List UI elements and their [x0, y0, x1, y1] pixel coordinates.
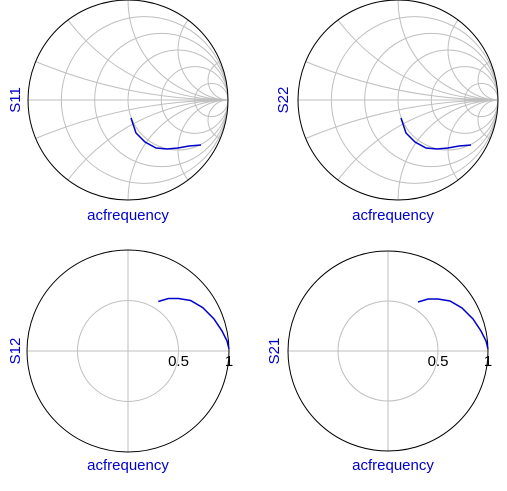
reactance-arc — [447, 99, 498, 200]
outer-circle — [27, 0, 229, 201]
reactance-arc — [177, 99, 228, 200]
x-axis-label-s21: acfrequency — [352, 457, 434, 474]
grid-s12 — [27, 250, 229, 452]
radial-tick-label: 1 — [225, 353, 233, 370]
grid-s21 — [288, 251, 488, 451]
reactance-arc — [207, 59, 228, 101]
x-axis-label-s12: acfrequency — [87, 457, 169, 474]
radial-tick-label: 0.5 — [428, 353, 449, 370]
outer-circle — [297, 0, 499, 201]
reactance-arc — [298, 99, 498, 200]
reactance-arc — [447, 0, 498, 101]
radial-ring — [337, 300, 439, 402]
resistance-circle — [160, 66, 228, 134]
resistance-circle — [464, 82, 498, 118]
resistance-circle — [364, 32, 498, 168]
trace-s21 — [417, 298, 489, 350]
reactance-arc — [28, 99, 228, 200]
radial-ring — [77, 300, 179, 402]
outer-circle — [26, 249, 230, 453]
x-axis-label-s22: acfrequency — [352, 207, 434, 224]
reactance-arc — [28, 0, 228, 101]
radial-tick-label: 1 — [484, 353, 492, 370]
x-axis-label-s11: acfrequency — [87, 207, 169, 224]
y-axis-label-s11: S11 — [7, 87, 24, 113]
reactance-arc — [127, 0, 228, 101]
y-axis-label-s22: S22 — [275, 87, 292, 114]
reactance-arc — [28, 99, 228, 200]
trace-s22 — [400, 117, 472, 150]
outer-circle — [287, 250, 489, 452]
reactance-arc — [127, 99, 228, 200]
y-axis-label-s12: S12 — [7, 338, 24, 365]
trace-s12 — [158, 297, 230, 350]
resistance-circle — [60, 16, 228, 184]
trace-s11 — [130, 117, 202, 150]
panel-s12: S12 acfrequency 0.5 1 — [7, 249, 233, 474]
reactance-arc — [477, 59, 498, 101]
reactance-arc — [477, 99, 498, 141]
radial-tick-label: 0.5 — [168, 353, 189, 370]
y-axis-label-s21: S21 — [266, 338, 283, 365]
reactance-arc — [177, 0, 228, 101]
reactance-arc — [207, 99, 228, 141]
panel-s21: S21 acfrequency 0.5 1 — [266, 250, 492, 474]
